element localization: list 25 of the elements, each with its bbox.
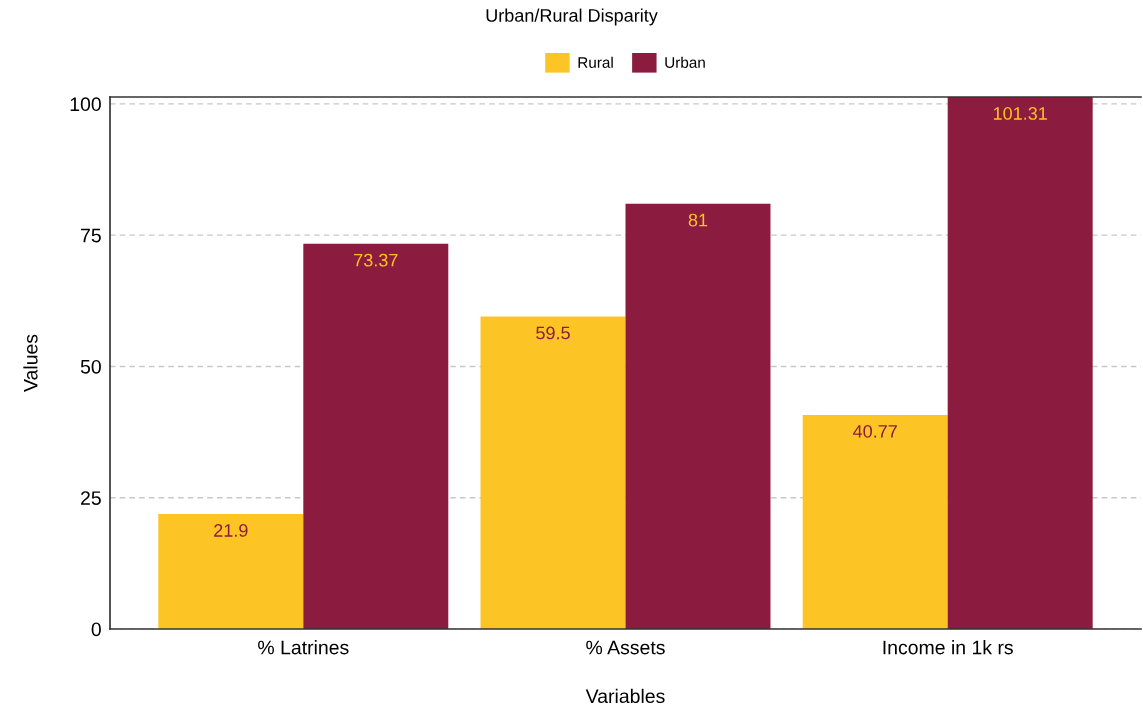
x-tick-label: % Latrines — [258, 640, 349, 655]
y-tick-label: 0 — [91, 622, 101, 637]
y-tick-label: 50 — [80, 359, 101, 374]
legend-label: Rural — [578, 56, 613, 68]
y-axis-title: Values — [23, 334, 38, 392]
y-tick-label: 75 — [81, 228, 101, 243]
data-label: 21.9 — [214, 524, 248, 537]
bar — [158, 514, 304, 629]
y-tick-label: 25 — [81, 491, 101, 505]
data-label: 101.31 — [993, 107, 1047, 120]
bar — [947, 97, 1093, 629]
data-label: 59.5 — [536, 326, 570, 340]
x-axis-title: Variables — [585, 688, 665, 704]
x-tick-label: % Assets — [586, 640, 665, 655]
x-tick-label: Income in 1k rs — [883, 640, 1013, 655]
bar — [303, 243, 449, 629]
chart-title: Urban/Rural Disparity — [486, 8, 658, 26]
legend-label: Urban — [665, 56, 705, 68]
bar — [480, 316, 626, 629]
bar — [625, 203, 771, 629]
data-label: 81 — [688, 213, 708, 227]
data-label: 40.77 — [853, 424, 897, 438]
y-tick-label: 100 — [70, 97, 101, 112]
data-label: 73.37 — [354, 253, 398, 267]
bar — [802, 414, 948, 629]
